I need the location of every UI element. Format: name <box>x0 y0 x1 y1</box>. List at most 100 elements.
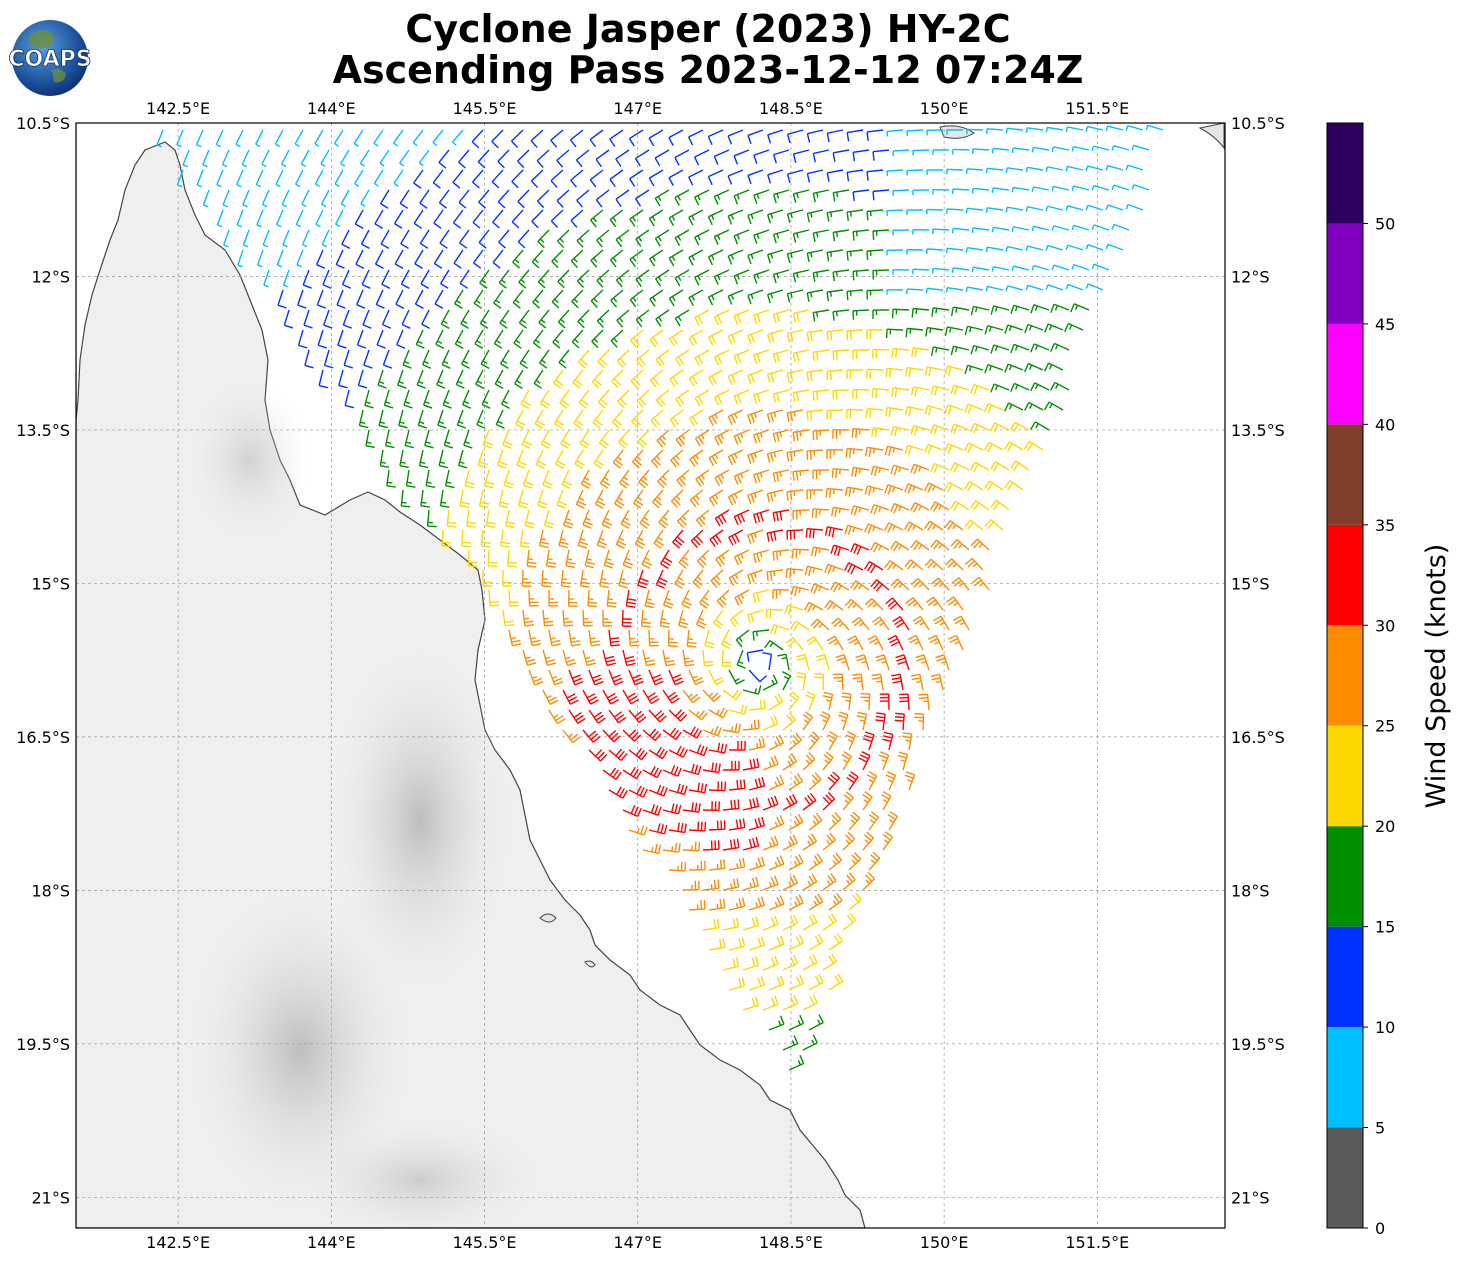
wind-barb <box>852 349 870 360</box>
wind-barb <box>635 269 650 288</box>
wind-barb <box>906 209 924 216</box>
wind-barb <box>215 129 224 148</box>
wind-barb <box>721 649 732 668</box>
wind-barb <box>648 629 659 647</box>
wind-barb <box>727 449 744 466</box>
colorbar-bin <box>1327 524 1363 626</box>
wind-barb <box>1131 144 1150 151</box>
wind-barb <box>890 578 910 591</box>
wind-barb <box>768 895 785 911</box>
wind-barb <box>708 898 726 911</box>
wind-barb <box>502 429 513 449</box>
wind-barb <box>1031 264 1050 271</box>
wind-barb <box>912 228 930 235</box>
wind-barb <box>668 129 684 146</box>
wind-barb <box>886 209 904 216</box>
wind-barb <box>925 287 944 294</box>
wind-barb <box>441 529 452 548</box>
map-panel: 142.5°E 142.5°E 144°E 144°E 145.5°E 145.5°E 14… <box>16 99 1285 1252</box>
wind-barb <box>539 389 551 409</box>
wind-barb <box>453 249 464 269</box>
wind-barb <box>887 811 899 831</box>
wind-barb <box>642 804 662 816</box>
wind-barb <box>438 149 450 169</box>
wind-barb <box>629 249 644 268</box>
wind-barb <box>990 305 1010 315</box>
wind-barb <box>904 444 924 456</box>
wind-barb <box>872 309 890 320</box>
wind-barb <box>400 269 410 289</box>
wind-barb <box>832 269 850 282</box>
wind-barb <box>875 654 890 671</box>
wind-barb <box>832 189 850 202</box>
wind-barb <box>657 469 670 489</box>
wind-barb <box>765 608 784 619</box>
wind-barb <box>634 529 646 549</box>
wind-barb <box>615 149 630 167</box>
wind-barb <box>747 369 764 385</box>
wind-barb <box>562 729 581 744</box>
wind-barb <box>668 289 684 307</box>
wind-barb <box>1065 244 1084 251</box>
wind-barb <box>415 329 425 349</box>
wind-barb <box>722 723 741 734</box>
wind-barb <box>964 403 984 415</box>
wind-barb <box>320 149 330 167</box>
wind-barb <box>742 719 760 731</box>
wind-barb <box>965 168 984 174</box>
wind-barb <box>458 229 470 249</box>
wind-barb <box>682 763 702 776</box>
wind-barb <box>891 308 910 319</box>
lat-tick-label-right: 16.5°S <box>1231 728 1285 747</box>
wind-barb <box>826 409 844 420</box>
wind-barb <box>713 269 730 286</box>
wind-barb <box>432 169 444 189</box>
wind-barb <box>965 207 984 214</box>
wind-barb <box>216 209 224 228</box>
wind-barb <box>890 502 910 514</box>
wind-barb <box>644 589 655 609</box>
wind-barb <box>895 654 910 671</box>
wind-barb <box>707 209 724 226</box>
wind-barb <box>622 729 642 742</box>
wind-barb <box>1091 224 1110 231</box>
wind-barb <box>598 429 610 449</box>
wind-barb <box>944 404 964 415</box>
wind-barb <box>866 129 884 142</box>
wind-barb <box>255 169 264 188</box>
wind-barb <box>822 953 838 971</box>
wind-barb <box>471 129 484 149</box>
wind-barb <box>642 843 662 855</box>
wind-barb <box>688 899 706 911</box>
wind-barb <box>340 189 350 208</box>
wind-barb <box>782 954 799 971</box>
wind-barb <box>708 707 728 719</box>
wind-barb <box>476 409 486 429</box>
wind-barb <box>722 957 740 971</box>
wind-barb <box>832 349 850 361</box>
wind-barb <box>1010 304 1030 315</box>
wind-barb <box>674 149 690 166</box>
wind-barb <box>518 309 530 329</box>
wind-barb <box>550 169 564 188</box>
wind-barb <box>965 247 984 253</box>
wind-barb <box>866 289 884 300</box>
wind-barb <box>608 748 628 761</box>
wind-barb <box>688 209 704 226</box>
wind-barb <box>628 669 644 686</box>
colorbar-tick-label: 25 <box>1375 717 1395 736</box>
wind-barb <box>826 129 844 143</box>
wind-barb <box>714 469 730 486</box>
wind-barb <box>785 568 804 579</box>
wind-barb <box>788 934 805 951</box>
wind-barb <box>786 249 804 263</box>
wind-barb <box>1044 362 1064 372</box>
wind-barb <box>808 933 824 951</box>
wind-barb <box>694 189 710 206</box>
wind-barb <box>912 149 930 156</box>
wind-barb <box>552 329 564 349</box>
wind-barb <box>1065 205 1084 211</box>
wind-barb <box>668 709 688 722</box>
wind-barb <box>500 529 511 548</box>
wind-barb <box>733 149 750 165</box>
